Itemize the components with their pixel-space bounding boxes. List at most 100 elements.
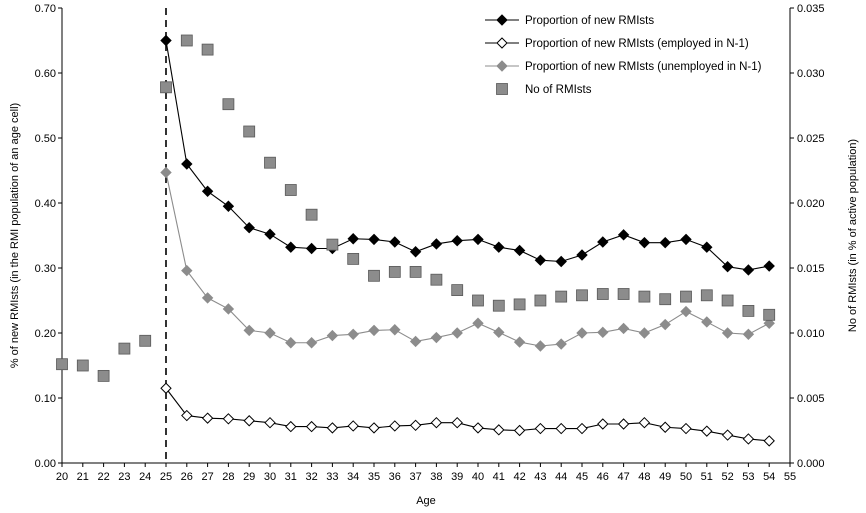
data-point: [201, 185, 214, 198]
data-point: [597, 418, 609, 430]
data-point: [638, 416, 651, 429]
data-point: [576, 327, 588, 339]
data-point: [680, 305, 692, 318]
data-point: [493, 241, 505, 253]
x-tick-label: 45: [576, 471, 588, 483]
data-point: [576, 249, 588, 261]
data-point: [763, 317, 775, 329]
data-point: [617, 322, 630, 335]
x-tick-label: 24: [139, 471, 151, 483]
right-y-tick-label: 0.030: [797, 68, 825, 80]
data-point: [721, 294, 734, 307]
data-point: [389, 236, 401, 248]
data-point: [742, 433, 755, 445]
data-point: [742, 328, 755, 341]
data-point: [305, 337, 318, 349]
right-y-tick-label: 0.015: [797, 263, 825, 275]
data-point: [368, 269, 380, 282]
data-point: [201, 412, 214, 424]
data-point: [659, 236, 671, 249]
data-point: [451, 284, 464, 297]
x-tick-label: 29: [243, 471, 255, 483]
data-point: [243, 125, 256, 138]
data-point: [222, 98, 235, 111]
data-point: [430, 331, 443, 344]
axes: 20 21 22 23 24 25 26 27 28 29 30 31 32 33 34 35 36 37 38 39…: [35, 3, 825, 483]
data-point: [680, 233, 692, 246]
x-tick-label: 32: [305, 471, 317, 483]
data-point: [181, 158, 193, 170]
data-point: [139, 334, 152, 347]
data-point: [534, 294, 547, 307]
x-tick-label: 47: [617, 471, 629, 483]
series-1: [160, 382, 775, 447]
x-tick-label: 39: [451, 471, 463, 483]
x-tick-label: 38: [430, 471, 442, 483]
x-tick-label: 22: [97, 471, 109, 483]
data-point: [201, 43, 214, 56]
data-point: [597, 236, 609, 248]
x-tick-label: 35: [368, 471, 380, 483]
x-tick-label: 49: [659, 471, 671, 483]
data-point: [160, 81, 172, 94]
data-point: [513, 244, 526, 257]
left-y-tick-label: 0.20: [35, 328, 56, 340]
data-point: [596, 288, 609, 300]
x-tick-label: 26: [181, 471, 193, 483]
x-tick-label: 33: [326, 471, 338, 483]
data-point: [285, 241, 297, 253]
data-point: [285, 420, 297, 433]
data-point: [617, 418, 630, 430]
left-y-tick-label: 0.60: [35, 68, 56, 80]
left-y-axis-title: % of new RMIsts (in the RMI population o…: [9, 103, 21, 368]
data-point: [597, 326, 609, 339]
data-point: [576, 422, 588, 435]
data-point: [555, 338, 567, 350]
data-point: [222, 413, 235, 425]
legend-label: Proportion of new RMIsts (employed in N-…: [525, 38, 749, 50]
data-point: [368, 324, 380, 337]
data-point: [513, 336, 526, 348]
right-y-tick-label: 0.020: [797, 198, 825, 210]
data-point: [638, 236, 651, 249]
left-y-tick-label: 0.30: [35, 263, 56, 275]
data-point: [222, 200, 235, 212]
legend-item: Proportion of new RMIsts (unemployed in …: [485, 60, 762, 73]
data-point: [430, 273, 443, 286]
left-y-tick-label: 0.40: [35, 198, 56, 210]
data-point: [472, 294, 484, 307]
data-point: [118, 342, 131, 355]
data-point: [638, 327, 651, 339]
data-point: [326, 238, 339, 251]
x-tick-label: 34: [347, 471, 359, 483]
x-tick-label: 52: [721, 471, 733, 483]
data-point: [721, 260, 734, 273]
x-tick-label: 54: [763, 471, 775, 483]
data-point: [513, 298, 526, 311]
data-point: [763, 308, 776, 321]
data-point: [680, 290, 692, 303]
data-point: [326, 422, 339, 434]
data-point: [659, 318, 671, 331]
data-point: [534, 340, 547, 352]
data-point: [534, 422, 547, 435]
data-point: [513, 424, 526, 437]
data-point: [347, 233, 359, 245]
x-tick-label: 30: [264, 471, 276, 483]
x-tick-label: 50: [680, 471, 692, 483]
data-point: [451, 234, 463, 247]
data-point: [763, 260, 775, 272]
data-point: [701, 316, 713, 328]
data-point: [430, 416, 443, 429]
x-tick-label: 23: [118, 471, 130, 483]
data-point: [305, 242, 318, 255]
right-y-axis-title: No of RMIsts (in % of active population): [847, 139, 859, 332]
data-point: [576, 289, 588, 302]
data-point: [347, 420, 359, 432]
data-point: [721, 327, 734, 339]
left-y-tick-label: 0.70: [35, 3, 56, 15]
data-point: [368, 233, 380, 246]
right-y-tick-label: 0.010: [797, 328, 825, 340]
x-tick-label: 41: [493, 471, 505, 483]
